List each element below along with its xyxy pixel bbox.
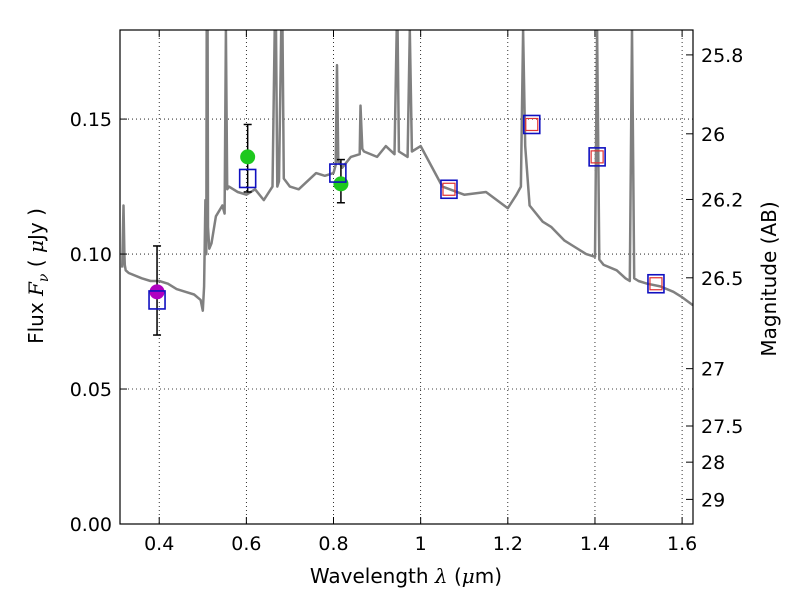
- model-square: [588, 147, 606, 167]
- near-ir-square: [649, 277, 663, 291]
- y-tick-label: 0.10: [70, 244, 112, 266]
- x-tick-label: 1.4: [580, 533, 610, 555]
- x-tick-label: 0.6: [231, 533, 261, 555]
- model-square: [522, 114, 541, 135]
- x-axis-ticks: 0.4 0.6 0.8 1 1.2 1.4 1.6: [144, 30, 697, 555]
- y2-tick-label: 26.2: [701, 189, 743, 211]
- marker-layer: [148, 114, 665, 310]
- model-square: [440, 179, 458, 200]
- y-tick-label: 0.15: [70, 109, 112, 131]
- data-point: [333, 176, 349, 192]
- x-tick-label: 1.2: [493, 533, 523, 555]
- x-tick-label: 1.6: [667, 533, 697, 555]
- y2-tick-label: 26.5: [701, 268, 743, 290]
- y-axis-ticks: 0.00 0.05 0.10 0.15: [70, 109, 127, 536]
- y2-tick-label: 29: [701, 489, 725, 511]
- y2-tick-label: 25.8: [701, 45, 743, 67]
- y-tick-label: 0.05: [70, 379, 112, 401]
- model-square: [238, 168, 257, 189]
- model-square: [647, 273, 665, 294]
- model-spectrum-layer: [120, 30, 693, 312]
- x-tick-label: 0.4: [144, 533, 174, 555]
- model-spectrum-line: [120, 30, 693, 312]
- y2-tick-label: 28: [701, 452, 725, 474]
- data-point: [149, 284, 165, 300]
- near-ir-square: [442, 182, 456, 196]
- model-square: [148, 290, 166, 310]
- plot-frame: [119, 29, 694, 525]
- near-ir-square: [525, 117, 539, 132]
- data-point: [240, 149, 256, 165]
- y2-axis-ticks: 25.8 26 26.2 26.5 27 27.5 28 29: [686, 45, 743, 511]
- y2-tick-label: 26: [701, 124, 725, 146]
- y-axis-title: Flux Fν ( μJy ): [24, 208, 52, 344]
- near-ir-square: [590, 150, 604, 164]
- y2-tick-label: 27: [701, 359, 725, 381]
- y2-tick-label: 27.5: [701, 416, 743, 438]
- y-tick-label: 0.00: [70, 514, 112, 536]
- y2-axis-title: Magnitude (AB): [757, 201, 781, 356]
- x-tick-label: 1: [415, 533, 427, 555]
- model-square: [329, 163, 347, 183]
- x-tick-label: 0.8: [318, 533, 348, 555]
- x-axis-title: Wavelength λ (μm): [310, 564, 502, 588]
